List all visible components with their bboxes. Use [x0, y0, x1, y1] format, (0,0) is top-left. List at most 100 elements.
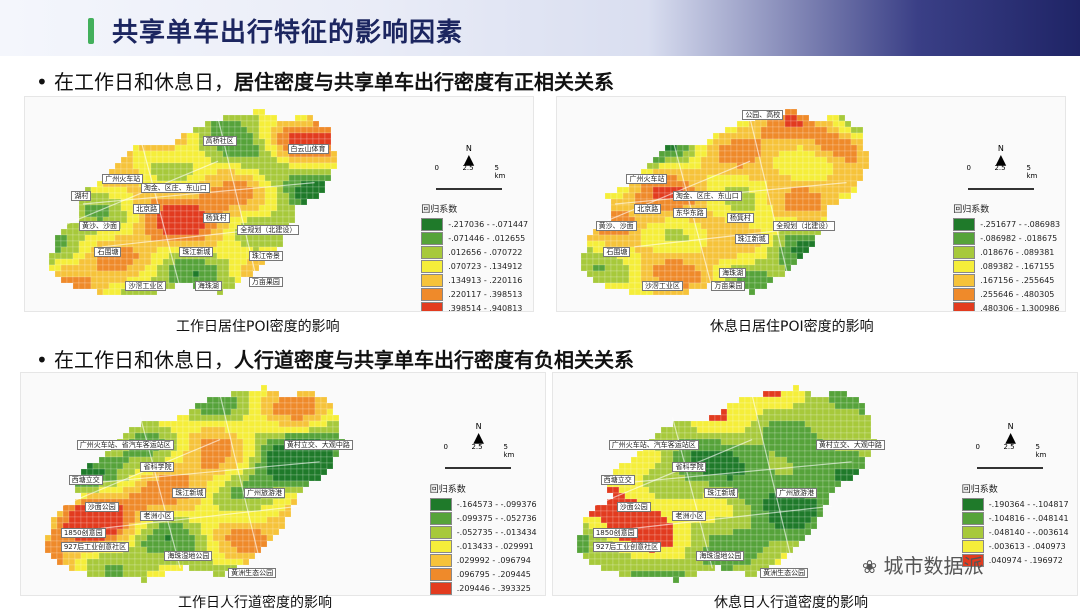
legend-range: -.251677 - -.086983 — [980, 220, 1061, 230]
legend-swatch — [421, 274, 444, 288]
place-label: 1850创意园 — [60, 528, 106, 539]
place-label: 老洲小区 — [140, 510, 175, 521]
place-label: 珠江帝景 — [248, 251, 283, 262]
legend-swatch — [961, 512, 984, 526]
place-label: 白云山体育 — [287, 144, 329, 155]
map-legend: 回归系数 -.217036 - -.071447 -.071446 - .01265… — [421, 202, 528, 311]
place-label: 沙面公园 — [616, 501, 651, 512]
legend-row: .220117 - .398513 — [421, 288, 528, 302]
map-legend: 回归系数 -.164573 - -.099376 -.099375 - -.0527… — [429, 482, 537, 595]
legend-title: 回归系数 — [953, 204, 990, 215]
legend-range: -.099375 - -.052736 — [456, 514, 537, 524]
legend-range: .134913 - .220116 — [448, 276, 523, 286]
place-label: 老洲小区 — [672, 510, 707, 521]
place-label: 沙滘工业区 — [641, 281, 683, 292]
map-panel-weekday-residential: 高桥社区 白云山体育 广州火车站 淘金、区庄、东山口 湖村 北京路 黄沙、沙面 杨箕村 全规划（… — [24, 96, 534, 312]
map-caption: 休息日人行道密度的影响 — [714, 595, 868, 611]
legend-swatch — [953, 274, 976, 288]
place-label: 黄洲生态公园 — [228, 568, 277, 579]
place-label: 珠江新城 — [704, 488, 739, 499]
legend-range: -.048140 - -.003614 — [988, 528, 1069, 538]
legend-range: .209446 - .393325 — [456, 584, 531, 594]
place-label: 珠江新城 — [734, 233, 769, 244]
legend-range: -.190364 - -.104817 — [988, 500, 1069, 510]
legend-row: .134913 - .220116 — [421, 274, 528, 288]
place-label: 淘金、区庄、东山口 — [140, 182, 210, 193]
legend-swatch — [961, 554, 984, 568]
legend-range: -.003613 - .040973 — [988, 542, 1066, 552]
place-label: 广州火车站、省汽车客运站区 — [76, 439, 174, 450]
legend-row: .018676 - .089381 — [953, 246, 1060, 260]
place-label: 沙面公园 — [84, 501, 119, 512]
legend-row: -.104816 - -.048141 — [961, 512, 1069, 526]
legend-row: .209446 - .393325 — [429, 582, 537, 595]
place-label: 广州旅游港 — [776, 488, 817, 499]
legend-swatch — [421, 246, 444, 260]
place-label: 珠江新城 — [179, 246, 214, 257]
legend-row: -.071446 - .012655 — [421, 232, 528, 246]
legend-swatch — [429, 512, 452, 526]
legend-range: .480306 - 1.300986 — [980, 304, 1060, 312]
bullet-emphasis: 人行道密度与共享单车出行密度有负相关关系 — [234, 348, 634, 372]
choropleth-map — [580, 108, 870, 296]
map-panel-weekend-residential: 公园、高校 广州火车站 淘金、区庄、东山口 北京路 东华东路 黄沙、沙面 杨箕村 全规划（北建… — [556, 96, 1066, 312]
legend-row: .167156 - .255645 — [953, 274, 1060, 288]
legend-swatch — [429, 554, 452, 568]
bullet-residential: • 在工作日和休息日，居住密度与共享单车出行密度有正相关关系 — [36, 66, 614, 95]
watermark: ❀ 城市数据派 — [862, 550, 983, 579]
place-label: 万亩果园 — [711, 281, 746, 292]
legend-row: .096795 - .209445 — [429, 568, 537, 582]
legend-row: -.003613 - .040973 — [961, 540, 1069, 554]
place-label: 海珠湿地公园 — [696, 550, 745, 561]
scale-bar: 0 2.5 5 km — [966, 164, 1037, 191]
legend-title: 回归系数 — [429, 484, 466, 495]
legend-row: .012656 - .070722 — [421, 246, 528, 260]
legend-swatch — [421, 288, 444, 302]
legend-range: .089382 - .167155 — [980, 262, 1055, 272]
bullet-dot: • — [36, 70, 48, 94]
place-label: 公园、高校 — [742, 109, 784, 120]
bullet-emphasis: 居住密度与共享单车出行密度有正相关关系 — [234, 70, 614, 94]
bullet-prefix: 在工作日和休息日， — [54, 70, 234, 94]
place-label: 石围塘 — [603, 246, 631, 257]
place-label: 927后工业创意社区 — [592, 541, 662, 552]
road-line — [100, 505, 300, 529]
legend-range: -.052735 - -.013434 — [456, 528, 537, 538]
road-line — [140, 139, 181, 286]
map-panel-weekday-sidewalk: 广州火车站、省汽车客运站区 省科学院 黄村立交、大观中路 西塘立交 珠江新城 沙面公园 老洲… — [20, 372, 546, 596]
road-line — [632, 505, 832, 529]
legend-swatch — [953, 218, 976, 232]
legend-range: .220117 - .398513 — [448, 290, 523, 300]
legend-swatch — [429, 498, 452, 512]
place-label: 广州旅游港 — [244, 488, 285, 499]
legend-swatch — [961, 540, 984, 554]
legend-swatch — [421, 218, 444, 232]
legend-swatch — [961, 498, 984, 512]
legend-swatch — [429, 568, 452, 582]
place-label: 湖村 — [71, 191, 92, 202]
legend-row: .029992 - .096794 — [429, 554, 537, 568]
legend-row: -.251677 - -.086983 — [953, 218, 1060, 232]
place-label: 海珠湖 — [194, 281, 222, 292]
place-label: 黄洲生态公园 — [760, 568, 809, 579]
north-arrow-icon: N ▲ — [473, 421, 485, 446]
legend-swatch — [953, 246, 976, 260]
legend-range: -.013433 - .029991 — [456, 542, 534, 552]
legend-range: -.217036 - -.071447 — [448, 220, 529, 230]
legend-range: .040974 - .196972 — [988, 556, 1063, 566]
place-label: 北京路 — [133, 204, 161, 214]
slide-header: 共享单车出行特征的影响因素 — [0, 0, 1080, 56]
bullet-prefix: 在工作日和休息日， — [54, 348, 234, 372]
legend-swatch — [429, 582, 452, 595]
map-legend: 回归系数 -.190364 - -.104817 -.104816 - -.0481… — [961, 482, 1069, 568]
place-label: 海珠湿地公园 — [164, 550, 213, 561]
place-label: 珠江新城 — [172, 488, 207, 499]
road-line — [219, 395, 261, 562]
legend-row: -.217036 - -.071447 — [421, 218, 528, 232]
place-label: 万亩果园 — [248, 276, 283, 287]
north-arrow-icon: N ▲ — [995, 144, 1007, 169]
scale-bar: 0 2.5 5 km — [434, 164, 505, 191]
legend-swatch — [953, 260, 976, 274]
legend-row: .398514 - .940813 — [421, 302, 528, 311]
map-caption: 工作日居住POI密度的影响 — [176, 319, 340, 335]
